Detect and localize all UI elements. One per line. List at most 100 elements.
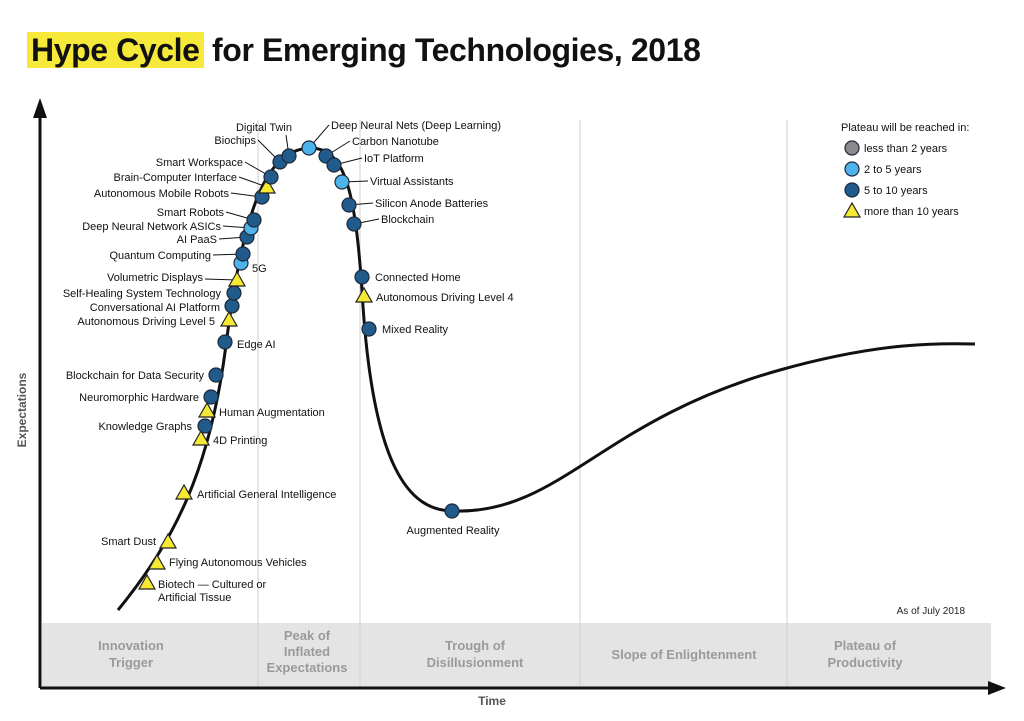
tech-marker [354, 269, 370, 285]
phase-dividers [257, 120, 788, 687]
tech-label: Biochips [214, 135, 256, 147]
tech-marker [191, 429, 211, 446]
technology-markers: Biotech — Cultured or Artificial Tissue Fl… [63, 120, 514, 604]
title-rest: for Emerging Technologies, 2018 [203, 32, 701, 68]
tech-marker [326, 157, 342, 173]
page-title: Hype Cycle for Emerging Technologies, 20… [27, 32, 701, 69]
tech-conversational-ai-platform: Conversational AI Platform [90, 298, 240, 314]
legend-title: Plateau will be reached in: [841, 122, 969, 134]
legend-label: 2 to 5 years [864, 164, 922, 176]
legend: Plateau will be reached in: less than 2 y… [841, 122, 969, 218]
tech-label: Smart Workspace [156, 157, 243, 169]
tech-marker [217, 334, 233, 350]
tech-smart-dust: Smart Dust [101, 532, 178, 549]
tech-leader-line [238, 176, 268, 188]
tech-marker [334, 174, 350, 190]
legend-item-5-to-10-years: 5 to 10 years [844, 182, 928, 198]
hype-curve [116, 146, 976, 611]
tech-label: Virtual Assistants [370, 176, 454, 188]
phase-band [42, 623, 991, 687]
tech-marker [341, 197, 357, 213]
tech-quantum-computing: Quantum Computing [110, 246, 251, 262]
tech-biochips: Biochips [214, 135, 288, 170]
tech-label: Edge AI [237, 339, 276, 351]
tech-edge-ai: Edge AI [217, 334, 276, 351]
tech-label: Autonomous Mobile Robots [94, 188, 230, 200]
tech-marker [263, 169, 279, 185]
tech-connected-home: Connected Home [354, 269, 461, 285]
phase-label-4: Slope of Enlightenment [611, 647, 757, 662]
tech-label: Blockchain [381, 214, 434, 226]
legend-label: more than 10 years [864, 206, 959, 218]
tech-marker [444, 503, 460, 519]
tech-marker [224, 298, 240, 314]
tech-mixed-reality: Mixed Reality [361, 321, 449, 337]
tech-blockchain-for-data-security: Blockchain for Data Security [66, 367, 224, 383]
phase-band-background [42, 623, 991, 687]
tech-label: Connected Home [375, 272, 461, 284]
tech-label: Blockchain for Data Security [66, 370, 205, 382]
title-highlight: Hype Cycle [27, 32, 204, 68]
y-axis-label: Expectations [15, 372, 29, 447]
tech-virtual-assistants: Virtual Assistants [334, 174, 454, 190]
tech-flying-autonomous-vehicles: Flying Autonomous Vehicles [147, 553, 307, 570]
tech-smart-workspace: Smart Workspace [156, 157, 279, 185]
tech-marker [354, 286, 374, 303]
tech-deep-neural-nets-deep-learning: Deep Neural Nets (Deep Learning) [301, 120, 501, 156]
phase-labels: Innovation Trigger Peak of Inflated Expectat… [98, 628, 903, 675]
legend-label: 5 to 10 years [864, 185, 928, 197]
tech-marker [174, 483, 194, 500]
tech-autonomous-driving-level-4: Autonomous Driving Level 4 [354, 286, 514, 304]
tech-neuromorphic-hardware: Neuromorphic Hardware [79, 389, 219, 405]
tech-label: Silicon Anode Batteries [375, 198, 489, 210]
tech-label: Mixed Reality [382, 324, 449, 336]
tech-label: Brain-Computer Interface [114, 172, 238, 184]
tech-label: Knowledge Graphs [98, 421, 192, 433]
tech-marker [346, 216, 362, 232]
tech-label: Quantum Computing [110, 250, 212, 262]
tech-marker [158, 532, 178, 549]
tech-biotech-cultured-or-artificial-tissue: Biotech — Cultured or Artificial Tissue [137, 573, 267, 604]
tech-self-healing-system-technology: Self-Healing System Technology [63, 285, 242, 301]
tech-leader-line [204, 278, 238, 281]
tech-marker [361, 321, 377, 337]
tech-label: Augmented Reality [407, 525, 500, 537]
legend-marker [844, 140, 860, 156]
tech-label: Conversational AI Platform [90, 302, 220, 314]
tech-label: Self-Healing System Technology [63, 288, 222, 300]
tech-artificial-general-intelligence: Artificial General Intelligence [174, 483, 336, 501]
tech-label: Flying Autonomous Vehicles [169, 557, 307, 569]
axes [33, 98, 1006, 695]
tech-marker [147, 553, 167, 570]
x-axis-arrow [988, 681, 1006, 695]
tech-digital-twin: Digital Twin [236, 122, 297, 164]
tech-label: Neuromorphic Hardware [79, 392, 199, 404]
tech-smart-robots: Smart Robots [157, 207, 262, 228]
tech-human-augmentation: Human Augmentation [197, 401, 325, 419]
tech-marker [197, 418, 213, 434]
tech-volumetric-displays: Volumetric Displays [107, 270, 247, 287]
tech-autonomous-driving-level-5: Autonomous Driving Level 5 [77, 310, 239, 328]
tech-marker [208, 367, 224, 383]
tech-marker [227, 270, 247, 287]
tech-silicon-anode-batteries: Silicon Anode Batteries [341, 197, 489, 213]
tech-label: IoT Platform [364, 153, 424, 165]
phase-label-5: Plateau of Productivity [827, 638, 903, 670]
tech-label: Digital Twin [236, 122, 292, 134]
tech-marker [203, 389, 219, 405]
tech-label: Artificial General Intelligence [197, 489, 336, 501]
tech-4d-printing: 4D Printing [191, 429, 267, 447]
legend-label: less than 2 years [864, 143, 948, 155]
x-axis-label: Time [478, 694, 506, 708]
tech-marker [301, 140, 317, 156]
legend-marker [844, 182, 860, 198]
tech-marker [226, 285, 242, 301]
tech-label: Smart Robots [157, 207, 225, 219]
tech-label: Autonomous Driving Level 5 [77, 316, 215, 328]
tech-label: 4D Printing [213, 435, 267, 447]
tech-marker [281, 148, 297, 164]
tech-blockchain: Blockchain [346, 214, 434, 232]
tech-brain-computer-interface: Brain-Computer Interface [114, 172, 277, 194]
phase-label-3: Trough of Disillusionment [427, 638, 524, 670]
